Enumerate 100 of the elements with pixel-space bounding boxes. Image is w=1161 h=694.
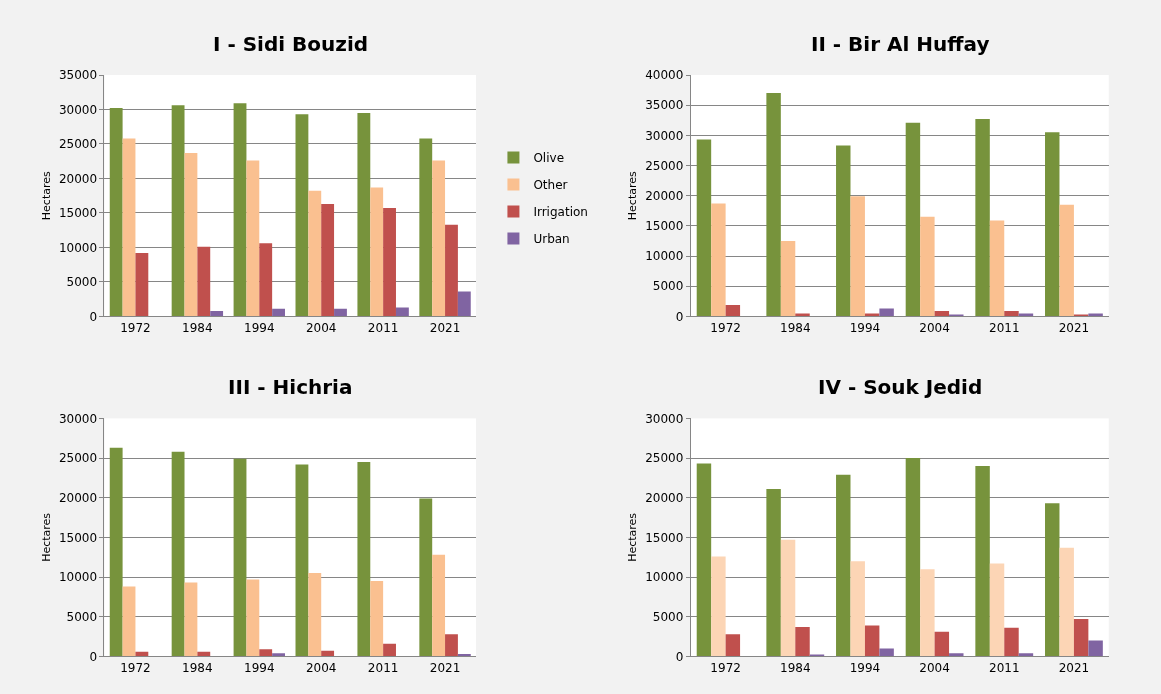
bar bbox=[109, 108, 123, 317]
bar bbox=[122, 586, 136, 657]
bar bbox=[246, 160, 260, 317]
y-tick-label: 40000 bbox=[645, 68, 684, 83]
x-tick-label: 2011 bbox=[367, 660, 399, 675]
bar bbox=[370, 581, 384, 657]
bar bbox=[246, 579, 260, 657]
y-axis-title: Hectares bbox=[39, 512, 53, 562]
bar bbox=[370, 187, 384, 317]
bar bbox=[321, 203, 335, 317]
bar bbox=[711, 203, 726, 317]
y-tick-label: 0 bbox=[675, 309, 684, 324]
bar bbox=[308, 190, 322, 317]
bar bbox=[975, 119, 990, 317]
x-tick-label: 1984 bbox=[182, 320, 213, 335]
x-tick-label: 2021 bbox=[1058, 660, 1090, 675]
bar bbox=[171, 105, 185, 317]
x-tick-label: 1994 bbox=[849, 660, 881, 675]
bar bbox=[905, 122, 921, 317]
bar bbox=[308, 573, 322, 657]
bar bbox=[766, 489, 781, 657]
bar bbox=[864, 625, 880, 657]
y-tick-label: 5000 bbox=[66, 609, 98, 624]
y-tick-label: 10000 bbox=[645, 249, 684, 264]
bar bbox=[272, 653, 285, 657]
chart-title: III - Hichria bbox=[228, 375, 353, 399]
y-axis-title: Hectares bbox=[625, 512, 639, 562]
chart-title: II - Bir Al Huffay bbox=[811, 32, 990, 56]
legend-label: Irrigation bbox=[533, 205, 588, 220]
bar bbox=[989, 563, 1005, 657]
y-tick-label: 5000 bbox=[652, 609, 684, 624]
bar bbox=[989, 220, 1005, 317]
x-tick-label: 2011 bbox=[988, 660, 1020, 675]
x-tick-label: 1994 bbox=[244, 660, 275, 675]
bar bbox=[1059, 204, 1074, 317]
bar bbox=[905, 458, 921, 657]
x-tick-label: 2004 bbox=[919, 660, 950, 675]
bar bbox=[334, 308, 347, 317]
y-tick-label: 25000 bbox=[58, 137, 98, 152]
bar bbox=[419, 498, 433, 657]
bar bbox=[357, 112, 371, 317]
y-tick-label: 10000 bbox=[58, 240, 98, 255]
bar bbox=[711, 556, 726, 657]
bar bbox=[1018, 313, 1034, 317]
bar bbox=[836, 474, 851, 657]
y-tick-label: 0 bbox=[89, 309, 98, 324]
x-tick-label: 1994 bbox=[849, 320, 881, 335]
bar bbox=[321, 650, 335, 657]
y-tick-label: 25000 bbox=[58, 451, 98, 466]
bar bbox=[809, 654, 825, 657]
bar bbox=[233, 103, 247, 317]
y-tick-label: 15000 bbox=[58, 206, 98, 221]
y-tick-label: 15000 bbox=[645, 530, 684, 545]
bar bbox=[920, 569, 935, 657]
x-tick-label: 1984 bbox=[780, 320, 811, 335]
bar bbox=[780, 539, 796, 657]
bar bbox=[795, 313, 810, 317]
bar bbox=[934, 310, 950, 317]
bar bbox=[432, 554, 446, 657]
bar bbox=[975, 466, 990, 657]
bar bbox=[1004, 310, 1019, 317]
bar bbox=[725, 304, 741, 317]
bar bbox=[949, 653, 964, 657]
bar bbox=[184, 582, 198, 657]
y-tick-label: 15000 bbox=[645, 219, 684, 234]
x-tick-label: 1972 bbox=[710, 320, 741, 335]
bar bbox=[432, 160, 446, 317]
bar bbox=[1059, 547, 1074, 657]
bar bbox=[850, 196, 865, 317]
y-tick-label: 20000 bbox=[645, 490, 684, 505]
y-tick-label: 30000 bbox=[58, 411, 98, 426]
bar bbox=[1045, 503, 1060, 657]
bar bbox=[1045, 132, 1060, 317]
chart-title: IV - Souk Jedid bbox=[818, 375, 983, 399]
y-tick-label: 20000 bbox=[645, 188, 684, 203]
y-tick-label: 10000 bbox=[58, 570, 98, 585]
bar bbox=[109, 447, 123, 657]
bar bbox=[295, 464, 309, 657]
bar bbox=[836, 145, 851, 317]
legend-label: Olive bbox=[533, 151, 565, 166]
bar bbox=[383, 208, 396, 317]
bar bbox=[780, 240, 796, 317]
x-tick-label: 2021 bbox=[429, 660, 461, 675]
bar bbox=[1004, 627, 1019, 657]
bar bbox=[457, 291, 471, 317]
bar bbox=[171, 451, 185, 657]
x-tick-label: 1984 bbox=[780, 660, 811, 675]
x-tick-label: 2021 bbox=[429, 320, 461, 335]
bar bbox=[1088, 313, 1103, 317]
bar bbox=[1073, 619, 1089, 657]
x-tick-label: 1984 bbox=[182, 660, 213, 675]
bar bbox=[879, 648, 894, 657]
y-tick-label: 5000 bbox=[652, 279, 684, 294]
x-tick-label: 2011 bbox=[988, 320, 1020, 335]
x-tick-label: 2011 bbox=[367, 320, 399, 335]
bar bbox=[795, 627, 810, 657]
y-axis-title: Hectares bbox=[39, 170, 53, 221]
bar bbox=[197, 246, 211, 317]
y-tick-label: 20000 bbox=[58, 490, 98, 505]
x-tick-label: 2004 bbox=[919, 320, 950, 335]
